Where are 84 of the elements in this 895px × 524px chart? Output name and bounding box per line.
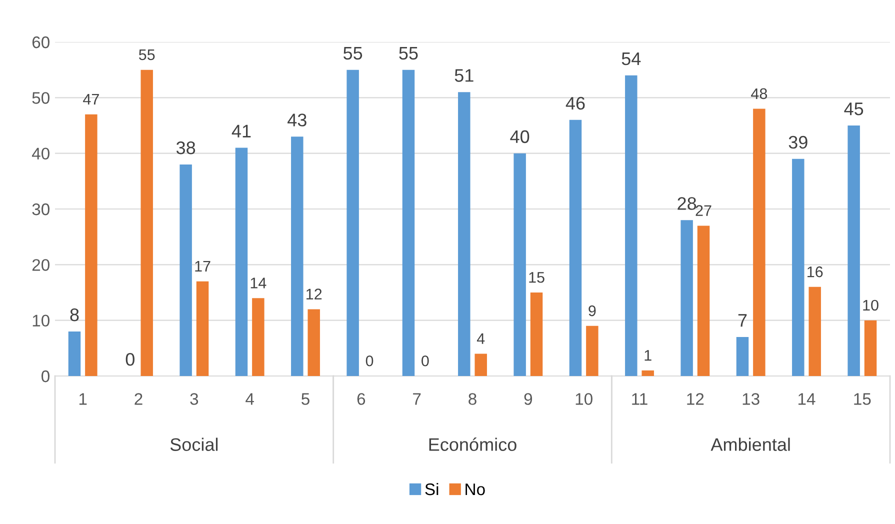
x-tick-label: 2 [134,393,142,405]
x-tick-label: 8 [468,393,476,405]
bar [346,70,359,376]
x-tick-label: 9 [524,393,532,405]
bar [291,136,304,376]
data-label: 40 [510,130,530,144]
bar [402,70,415,376]
bar [474,354,487,376]
data-label: 55 [138,49,155,60]
bar [308,309,320,376]
data-label: 28 [678,197,696,210]
legend-label: No [466,484,485,496]
x-tick-label: 4 [246,393,254,405]
bar [569,120,582,376]
data-label: 17 [195,261,210,272]
data-label: 41 [232,124,251,138]
bar [180,164,192,376]
bar [68,331,81,376]
x-tick-label: 11 [632,393,648,405]
x-tick-label: 12 [687,393,704,405]
bar [85,114,98,376]
bar [680,220,693,376]
text: Social [170,438,218,451]
x-tick-label: 7 [413,393,421,405]
y-tick-label: 40 [32,148,50,160]
data-label: 15 [529,272,544,283]
data-label: 39 [788,136,808,149]
data-label: 45 [844,102,864,116]
bar [792,158,804,376]
data-label: 55 [344,46,362,60]
bar [697,226,710,376]
data-label: 0 [126,352,134,366]
bar [736,337,749,376]
bar [196,281,209,376]
x-tick-label: 13 [742,393,760,405]
y-tick-label: 10 [32,314,50,327]
x-tick-label: 3 [190,393,198,405]
x-tick-label: 10 [576,393,592,405]
bar [140,70,153,376]
data-label: 27 [696,205,712,216]
bar [864,320,877,376]
data-label: 0 [366,355,374,366]
x-tick-label: 5 [302,393,310,405]
data-label: 51 [454,69,474,82]
data-label: 16 [808,266,823,278]
text: Económico [429,438,516,451]
y-tick-label: 30 [32,203,50,216]
bar [458,92,470,376]
text: Ambiental [710,438,790,451]
x-tick-label: 1 [79,393,87,405]
bar [808,286,821,376]
x-tick-label: 15 [854,393,871,405]
y-tick-label: 0 [42,370,50,382]
bar [848,126,860,376]
bar [235,148,248,376]
data-label: 10 [863,300,878,311]
y-tick-label: 60 [32,36,50,48]
data-label: 43 [288,114,306,126]
data-label: 8 [70,308,79,322]
bar [514,153,526,376]
data-label: 12 [306,288,322,300]
data-label: 48 [751,88,768,100]
bar [625,75,638,376]
data-label: 47 [83,94,99,105]
bar [252,298,264,376]
data-label: 55 [399,46,418,60]
data-label: 38 [176,141,196,154]
data-label: 9 [588,305,596,316]
x-tick-label: 6 [357,393,366,405]
data-label: 1 [644,350,652,361]
bar [753,108,766,376]
y-tick-label: 20 [32,259,50,271]
x-tick-label: 14 [798,393,816,405]
legend-label: Si [425,482,438,496]
y-tick-label: 50 [32,92,50,104]
bar [642,370,654,376]
data-label: 4 [476,333,485,344]
bar [586,326,598,376]
data-label: 14 [250,278,266,288]
data-label: 46 [566,96,585,110]
data-label: 0 [422,355,429,366]
data-label: 54 [622,52,641,66]
bar [530,292,543,376]
data-label: 7 [738,314,747,327]
